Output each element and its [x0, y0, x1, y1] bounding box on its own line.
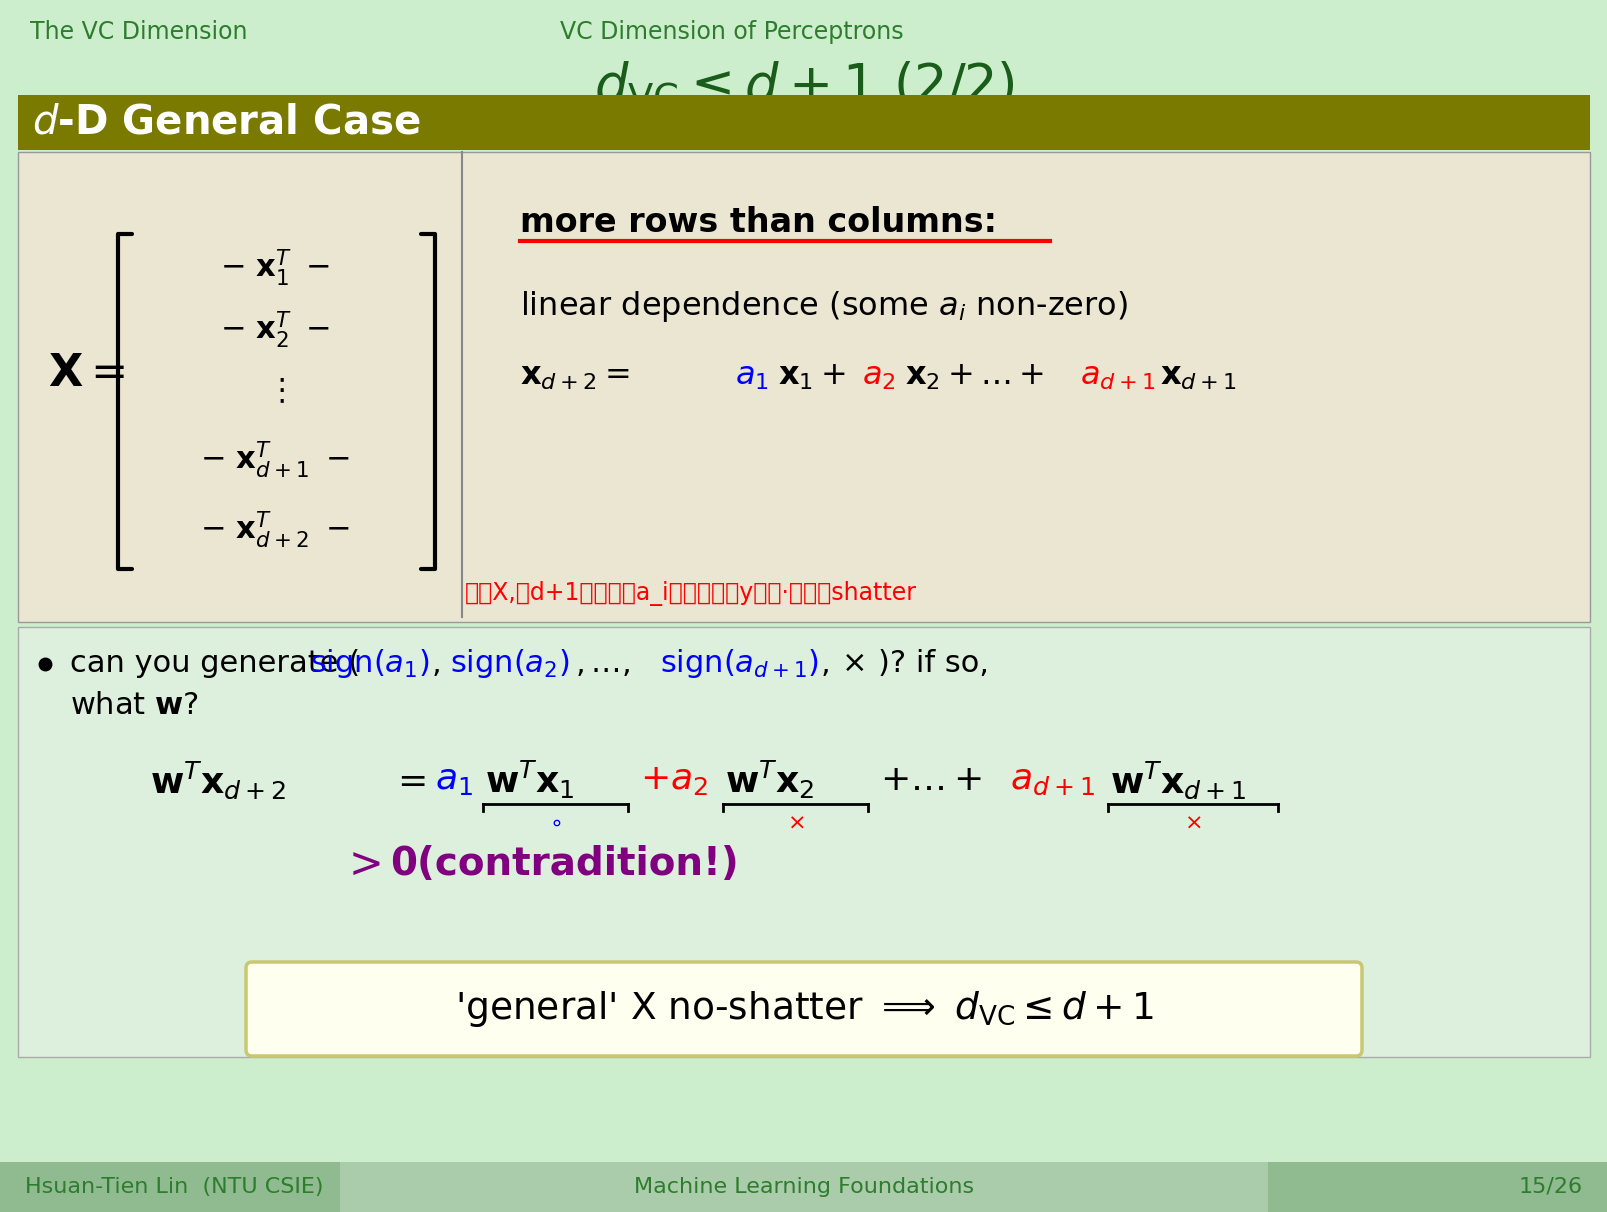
FancyBboxPatch shape [18, 152, 1589, 622]
Text: 任意X,前d+1项符号和a_i保持一致的y，总·不能被shatter: 任意X,前d+1项符号和a_i保持一致的y，总·不能被shatter [464, 582, 916, 606]
Text: $\times$: $\times$ [1183, 813, 1200, 833]
Text: $\mathbf{w}^T\mathbf{x}_{d+1}$: $\mathbf{w}^T\mathbf{x}_{d+1}$ [1109, 759, 1245, 801]
Text: $+ \ldots +$: $+ \ldots +$ [879, 764, 982, 797]
Text: $a_1$: $a_1$ [734, 361, 768, 393]
Text: $\mathbf{x}_{d+1}$: $\mathbf{x}_{d+1}$ [1159, 361, 1236, 393]
Text: $a_2$: $a_2$ [861, 361, 895, 393]
Text: more rows than columns:: more rows than columns: [519, 206, 996, 239]
Text: $\circ$: $\circ$ [550, 813, 561, 833]
Text: $-\ \mathbf{x}_{d+1}^T\ -$: $-\ \mathbf{x}_{d+1}^T\ -$ [199, 440, 350, 480]
Text: Machine Learning Foundations: Machine Learning Foundations [633, 1177, 974, 1197]
FancyBboxPatch shape [18, 95, 1589, 150]
Text: $\mathbf{X} =$: $\mathbf{X} =$ [48, 353, 125, 395]
FancyBboxPatch shape [246, 962, 1361, 1056]
FancyBboxPatch shape [0, 1162, 1607, 1212]
FancyBboxPatch shape [1268, 1162, 1607, 1212]
Text: $-\ \mathbf{x}_1^T\ -$: $-\ \mathbf{x}_1^T\ -$ [220, 246, 329, 287]
Text: $d$-D General Case: $d$-D General Case [32, 102, 421, 142]
Text: $\vdots$: $\vdots$ [265, 377, 284, 406]
FancyBboxPatch shape [18, 627, 1589, 1057]
Text: can you generate (: can you generate ( [71, 650, 360, 679]
Text: $d_{\mathrm{VC}} \leq d + 1$ (2/2): $d_{\mathrm{VC}} \leq d + 1$ (2/2) [593, 61, 1014, 114]
Text: $\mathrm{sign}(a_1)$: $\mathrm{sign}(a_1)$ [310, 647, 429, 680]
Text: $+a_2$: $+a_2$ [640, 764, 707, 797]
FancyBboxPatch shape [0, 1162, 339, 1212]
Text: The VC Dimension: The VC Dimension [31, 21, 247, 44]
Text: ,: , [432, 650, 452, 679]
Text: $\mathbf{w}^T\mathbf{x}_1$: $\mathbf{w}^T\mathbf{x}_1$ [485, 759, 574, 801]
Text: $>$: $>$ [339, 844, 381, 885]
Text: $a_{d+1}$: $a_{d+1}$ [1080, 361, 1155, 393]
Text: $\mathbf{w}^T\mathbf{x}_2$: $\mathbf{w}^T\mathbf{x}_2$ [725, 759, 813, 801]
Text: )? if so,: )? if so, [877, 650, 988, 679]
Text: $\mathrm{sign}(a_{d+1})$: $\mathrm{sign}(a_{d+1})$ [659, 647, 818, 680]
Text: $-\ \mathbf{x}_{d+2}^T\ -$: $-\ \mathbf{x}_{d+2}^T\ -$ [199, 509, 350, 549]
Text: VC Dimension of Perceptrons: VC Dimension of Perceptrons [559, 21, 903, 44]
Text: 0(contradition!): 0(contradition!) [391, 845, 738, 884]
Text: linear dependence (some $a_i$ non-zero): linear dependence (some $a_i$ non-zero) [519, 290, 1127, 325]
Text: 'general' X no-shatter $\Longrightarrow$ $d_{\mathrm{VC}} \leq d + 1$: 'general' X no-shatter $\Longrightarrow$… [455, 989, 1152, 1029]
Text: $, \ldots, $: $, \ldots, $ [575, 650, 630, 679]
Text: $\mathbf{x}_2 + \ldots + $: $\mathbf{x}_2 + \ldots + $ [905, 361, 1043, 393]
Text: $-\ \mathbf{x}_2^T\ -$: $-\ \mathbf{x}_2^T\ -$ [220, 309, 329, 350]
Text: what $\mathbf{w}$?: what $\mathbf{w}$? [71, 692, 199, 720]
Text: $\mathbf{x}_1 + $: $\mathbf{x}_1 + $ [778, 361, 845, 393]
Text: Hsuan-Tien Lin  (NTU CSIE): Hsuan-Tien Lin (NTU CSIE) [26, 1177, 323, 1197]
Text: $a_1$: $a_1$ [435, 764, 472, 797]
Text: $\times$: $\times$ [786, 813, 804, 833]
Text: $a_{d+1}$: $a_{d+1}$ [1009, 764, 1094, 797]
Text: $, \times$: $, \times$ [820, 650, 865, 679]
Text: $\mathbf{w}^T\mathbf{x}_{d+2}$: $\mathbf{w}^T\mathbf{x}_{d+2}$ [149, 759, 286, 801]
Text: $\mathrm{sign}(a_2)$: $\mathrm{sign}(a_2)$ [450, 647, 569, 680]
Text: $\mathbf{x}_{d+2} = $: $\mathbf{x}_{d+2} = $ [519, 361, 628, 393]
Text: $=$: $=$ [391, 764, 426, 797]
Text: 15/26: 15/26 [1519, 1177, 1581, 1197]
